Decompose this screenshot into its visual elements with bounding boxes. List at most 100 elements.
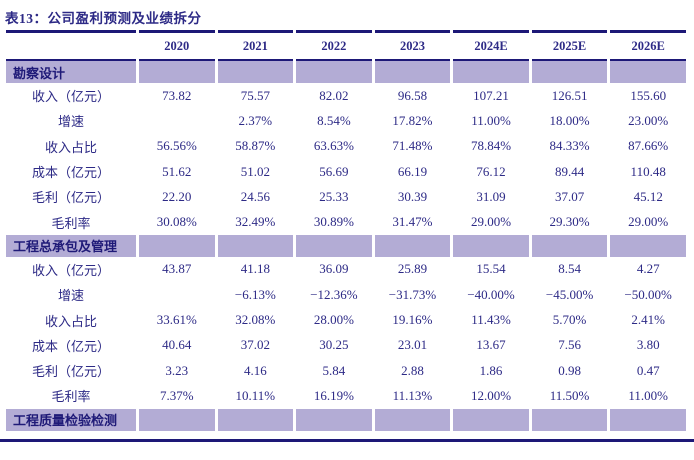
row-label: 毛利（亿元） [31, 364, 110, 380]
value-cell: 7.37% [159, 387, 194, 403]
row-label: 收入占比 [44, 313, 97, 329]
section-title: 工程总承包及管理 [6, 234, 136, 257]
value-cell: 73.82 [162, 87, 192, 103]
value-cell: 5.70% [552, 312, 587, 328]
value-cell: 29.00% [470, 214, 512, 230]
value-cell: 29.00% [628, 214, 669, 230]
table-row: 收入（亿元） 73.82 75.57 82.02 96.58 107.21 126.51 15… [6, 83, 686, 108]
value-cell: 18.00% [549, 112, 590, 128]
value-cell: 12.00% [470, 387, 512, 403]
value-cell: 84.33% [549, 138, 590, 154]
value-cell: 82.02 [319, 87, 349, 103]
value-cell: 11.00% [471, 112, 511, 128]
section-band-cell [217, 234, 294, 257]
value-cell: 30.39 [397, 188, 428, 204]
value-cell: 45.12 [633, 188, 663, 204]
value-cell: −12.36% [310, 286, 358, 302]
value-cell: 78.84% [470, 138, 512, 154]
value-cell: 3.23 [165, 362, 189, 378]
value-cell: 51.62 [162, 163, 192, 179]
value-cell [139, 108, 215, 133]
column-header-empty [6, 30, 136, 61]
value-cell [139, 282, 215, 307]
table-title: 表13：公司盈利预测及业绩拆分 [5, 11, 202, 26]
section-band-cell [531, 408, 608, 431]
table-row: 毛利（亿元） 22.20 24.56 25.33 30.39 31.09 37.07 45.1… [6, 184, 686, 209]
value-cell: 2.37% [238, 112, 273, 128]
value-cell: 0.98 [558, 362, 581, 378]
value-cell: 19.16% [392, 312, 433, 328]
value-cell: 33.61% [156, 312, 197, 328]
section-title: 工程质量检验检测 [6, 408, 136, 431]
table-row: 成本（亿元） 51.62 51.02 56.69 66.19 76.12 89.44 110.… [6, 159, 686, 184]
column-header-year: 2026E [610, 30, 686, 61]
value-cell: 25.89 [397, 261, 428, 277]
value-cell: 87.66% [628, 138, 669, 154]
table-row: 增速 2.37% 8.54% 17.82% 11.00% 18.00% 23.00% [6, 108, 686, 133]
value-cell: 96.58 [397, 87, 428, 103]
value-cell: 2.41% [631, 312, 665, 328]
column-header-year: 2022 [296, 30, 372, 61]
value-cell: 11.50% [549, 387, 590, 403]
section-band-cell [217, 408, 294, 431]
value-cell: 56.56% [156, 138, 197, 154]
value-cell: 32.49% [235, 214, 276, 230]
table-row: 收入占比 33.61% 32.08% 28.00% 19.16% 11.43% 5.70% 2… [6, 307, 686, 332]
section-band-cell [296, 408, 372, 431]
section-band-cell [610, 234, 686, 257]
value-cell: 30.89% [313, 214, 354, 230]
section-band-cell [374, 61, 451, 83]
section-band-cell [139, 234, 215, 257]
value-cell: 43.87 [162, 261, 192, 277]
value-cell: 41.18 [240, 261, 270, 277]
value-cell: 31.47% [392, 214, 433, 230]
bottom-rule [0, 438, 694, 442]
value-cell: 28.00% [313, 312, 354, 328]
value-cell: −6.13% [234, 286, 276, 302]
value-cell: 30.08% [156, 214, 197, 230]
section-band-cell [453, 408, 529, 431]
section-header-row: 勘察设计 [6, 61, 686, 83]
section-header-row: 工程总承包及管理 [6, 234, 686, 257]
value-cell: 11.43% [471, 312, 511, 328]
row-label: 收入占比 [44, 139, 97, 155]
value-cell: 11.13% [392, 387, 433, 403]
value-cell: 32.08% [235, 312, 276, 328]
section-title: 勘察设计 [6, 61, 136, 83]
section-band-cell [296, 61, 372, 83]
value-cell: 2.88 [401, 362, 424, 378]
table-row: 毛利率 7.37% 10.11% 16.19% 11.13% 12.00% 11.50% 11… [6, 383, 686, 408]
value-cell: 40.64 [162, 337, 192, 353]
value-cell: 15.54 [476, 261, 506, 277]
section-band-cell [531, 61, 608, 83]
value-cell: 36.09 [319, 261, 349, 277]
row-label: 毛利率 [51, 215, 91, 231]
section-band-cell [217, 61, 294, 83]
value-cell: 8.54 [558, 261, 581, 277]
value-cell: 76.12 [476, 163, 506, 179]
value-cell: 23.00% [628, 112, 669, 128]
section-band-cell [139, 61, 215, 83]
table-row: 增速 −6.13% −12.36% −31.73% −40.00% −45.00% −50.… [6, 282, 686, 307]
column-header-year: 2025E [531, 30, 608, 61]
row-label: 成本（亿元） [31, 338, 110, 354]
value-cell: 4.16 [243, 362, 267, 378]
value-cell: 10.11% [235, 387, 276, 403]
table-row: 收入占比 56.56% 58.87% 63.63% 71.48% 78.84% 84.33%… [6, 134, 686, 159]
value-cell: 126.51 [551, 87, 588, 103]
value-cell: 25.33 [319, 188, 349, 204]
value-cell: 3.80 [636, 337, 660, 353]
value-cell: −45.00% [545, 286, 594, 302]
value-cell: 0.47 [636, 362, 660, 378]
row-label: 成本（亿元） [31, 165, 110, 181]
value-cell: 75.57 [240, 87, 270, 103]
row-label: 收入（亿元） [31, 262, 110, 278]
value-cell: 155.60 [630, 87, 667, 103]
profit-forecast-table: 2020 2021 2022 2023 2024E 2025E 2026E 勘察设计收入（亿元… [3, 30, 689, 431]
value-cell: 56.69 [319, 163, 349, 179]
value-cell: 31.09 [476, 188, 506, 204]
value-cell: 13.67 [476, 337, 506, 353]
column-header-row: 2020 2021 2022 2023 2024E 2025E 2026E [6, 30, 686, 61]
value-cell: 23.01 [397, 337, 428, 353]
table-body: 2020 2021 2022 2023 2024E 2025E 2026E 勘察设计收入（亿元… [6, 30, 686, 431]
